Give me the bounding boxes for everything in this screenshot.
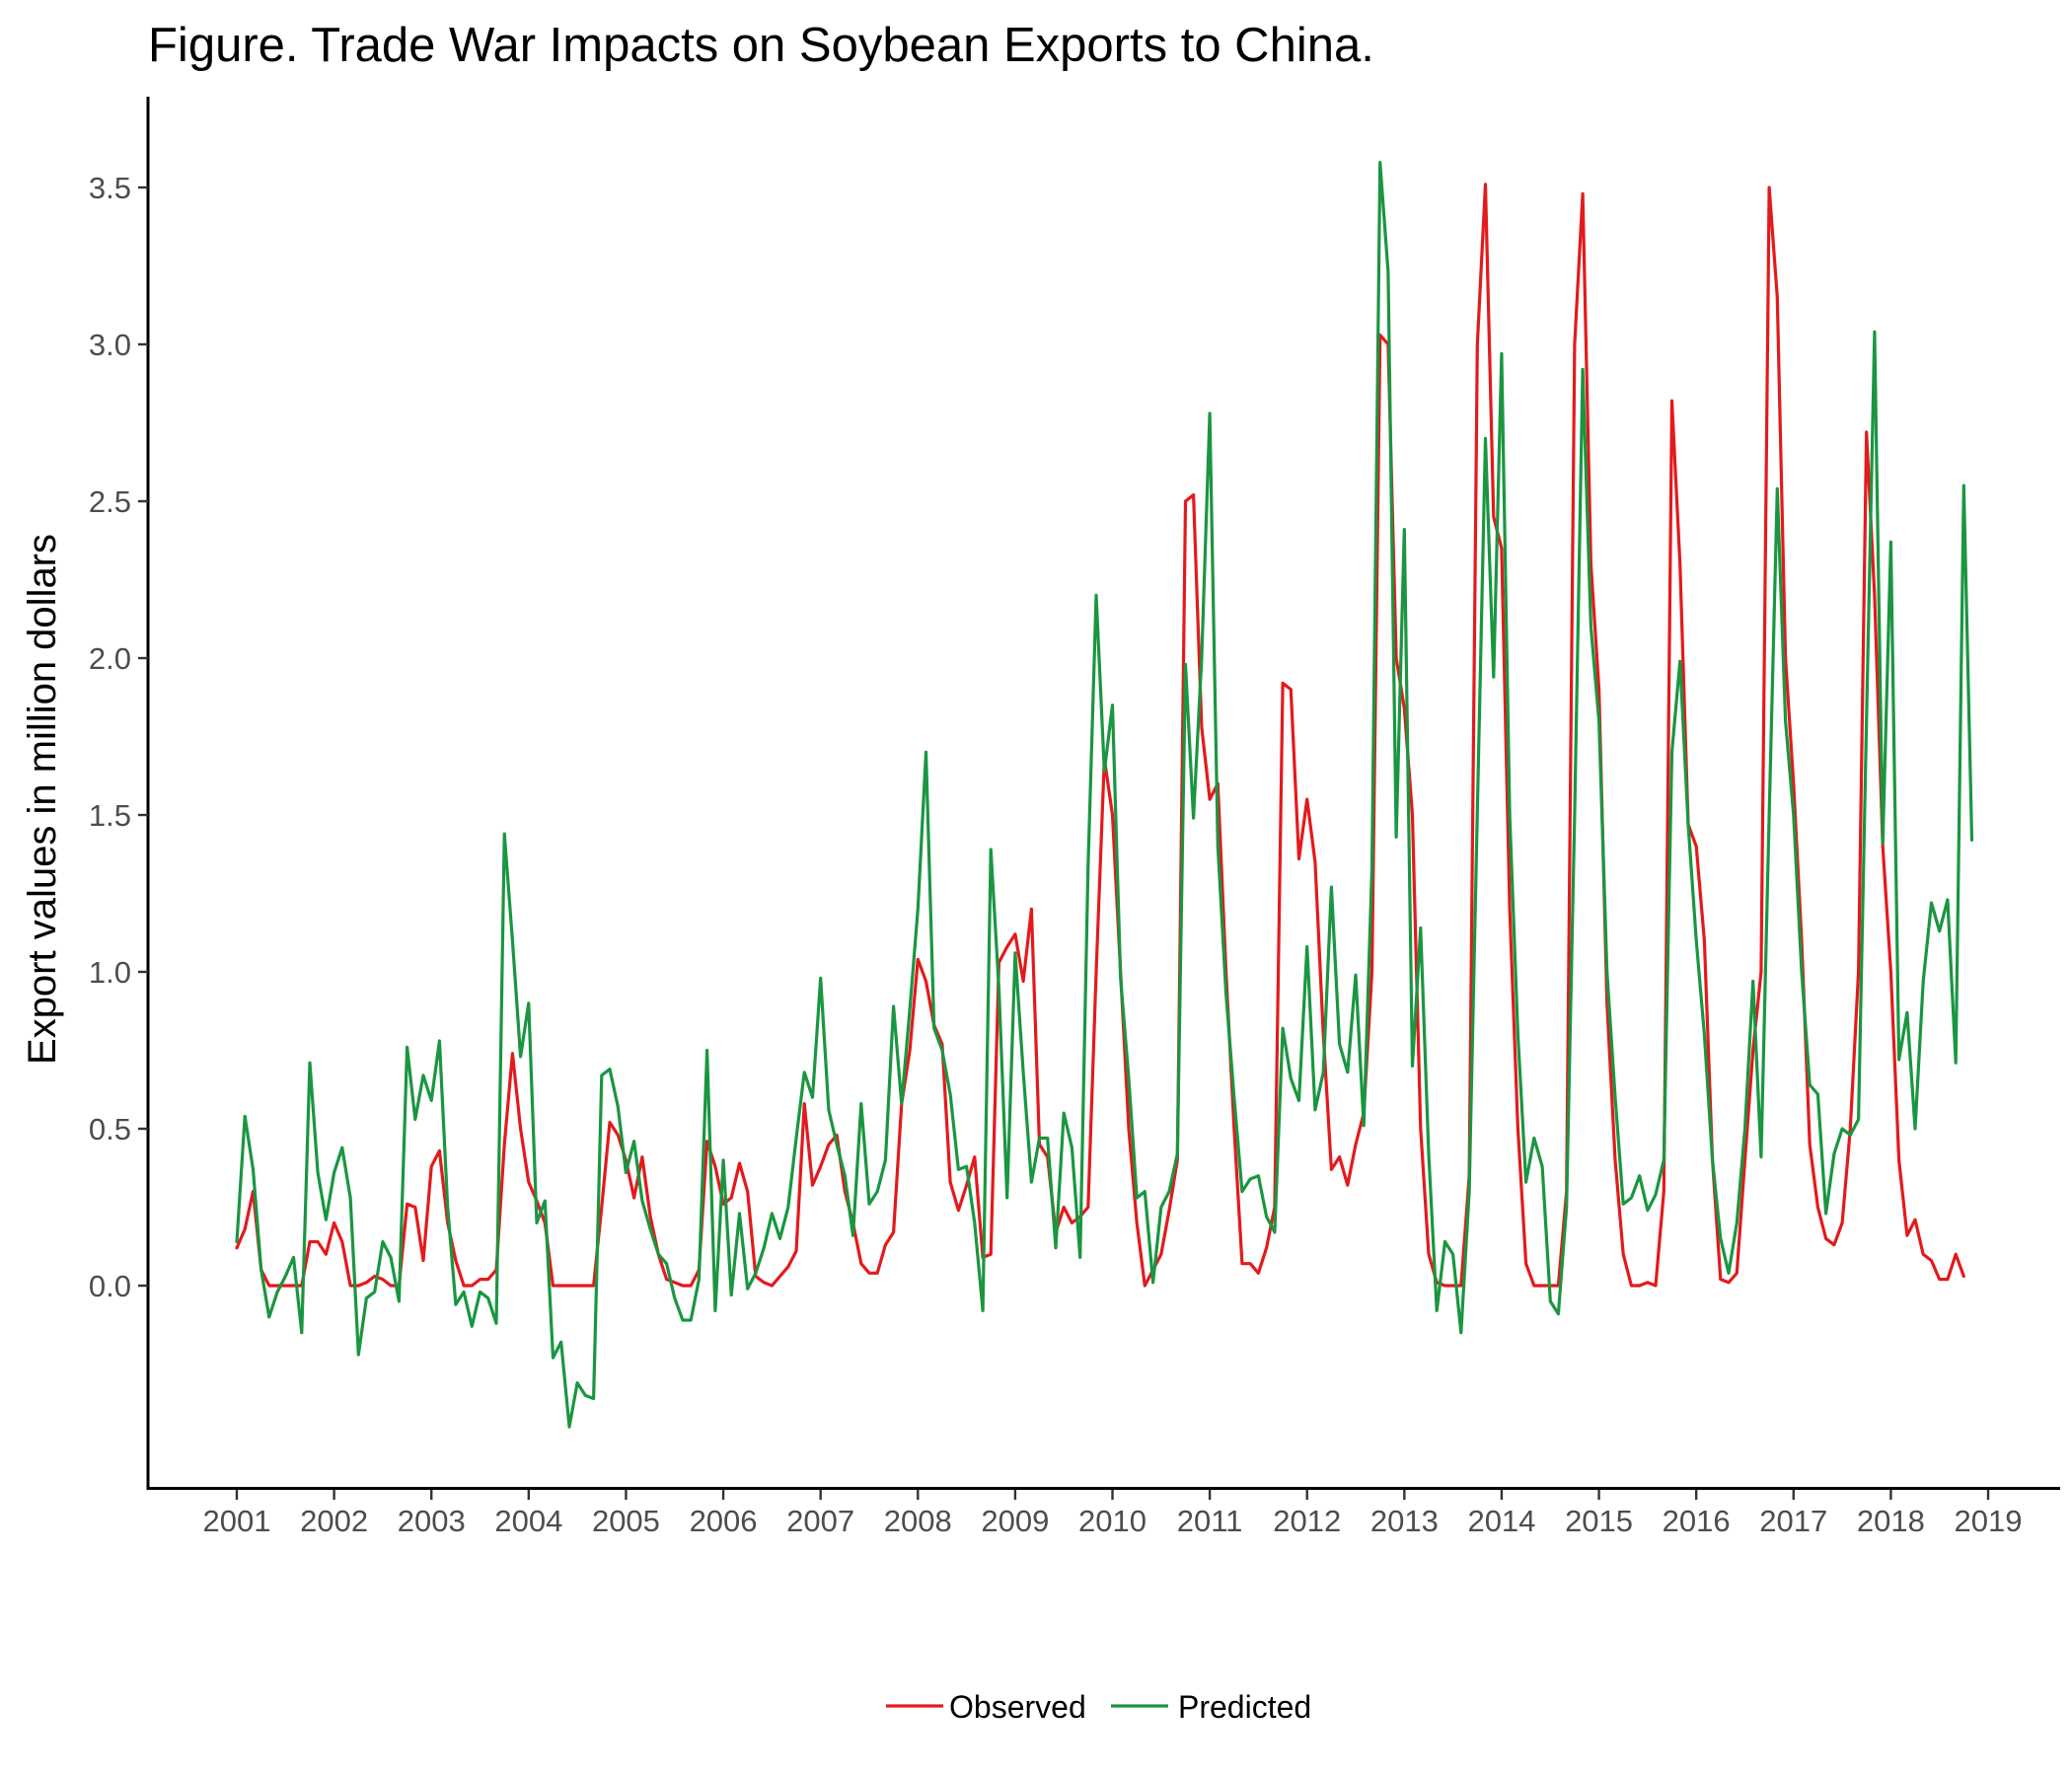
series-line-observed	[235, 183, 1965, 1288]
x-tick-label: 2017	[1759, 1504, 1827, 1538]
x-tick-label: 2016	[1663, 1504, 1731, 1538]
y-tick-label: 3.0	[89, 328, 131, 362]
x-tick-label: 2007	[786, 1504, 854, 1538]
y-tick-label: 3.5	[89, 171, 131, 205]
x-tick-label: 2010	[1078, 1504, 1147, 1538]
x-tick-label: 2001	[203, 1504, 271, 1538]
y-tick-label: 0.5	[89, 1112, 131, 1147]
x-tick-label: 2013	[1370, 1504, 1439, 1538]
y-tick-label: 2.5	[89, 484, 131, 519]
series-line-predicted	[235, 161, 1974, 1429]
x-axis-ticks: 2001 2002 2003 2004 2005 2006 2007 2008 2009 2010…	[203, 1490, 2023, 1538]
y-tick-label: 2.0	[89, 641, 131, 676]
x-tick-label: 2008	[884, 1504, 952, 1538]
y-tick-label: 1.0	[89, 955, 131, 990]
x-tick-label: 2009	[981, 1504, 1049, 1538]
legend: Observed Predicted	[886, 1689, 1311, 1725]
y-axis-label: Export values in million dollars	[21, 534, 64, 1065]
x-tick-label: 2012	[1273, 1504, 1341, 1538]
x-tick-label: 2019	[1955, 1504, 2023, 1538]
x-tick-label: 2014	[1467, 1504, 1535, 1538]
x-tick-label: 2015	[1565, 1504, 1633, 1538]
y-tick-label: 0.0	[89, 1269, 131, 1303]
y-axis-ticks: 0.0 0.5 1.0 1.5 2.0 2.5 3.0 3.5	[89, 171, 148, 1303]
legend-label-predicted: Predicted	[1178, 1689, 1311, 1725]
legend-label-observed: Observed	[949, 1689, 1086, 1725]
x-tick-label: 2005	[592, 1504, 660, 1538]
x-tick-label: 2003	[398, 1504, 466, 1538]
x-tick-label: 2018	[1857, 1504, 1925, 1538]
x-tick-label: 2011	[1177, 1504, 1243, 1538]
series-layer	[235, 161, 1974, 1429]
x-tick-label: 2004	[494, 1504, 562, 1538]
chart-title: Figure. Trade War Impacts on Soybean Exp…	[148, 19, 1374, 72]
y-tick-label: 1.5	[89, 798, 131, 833]
x-tick-label: 2006	[690, 1504, 758, 1538]
x-tick-label: 2002	[300, 1504, 368, 1538]
